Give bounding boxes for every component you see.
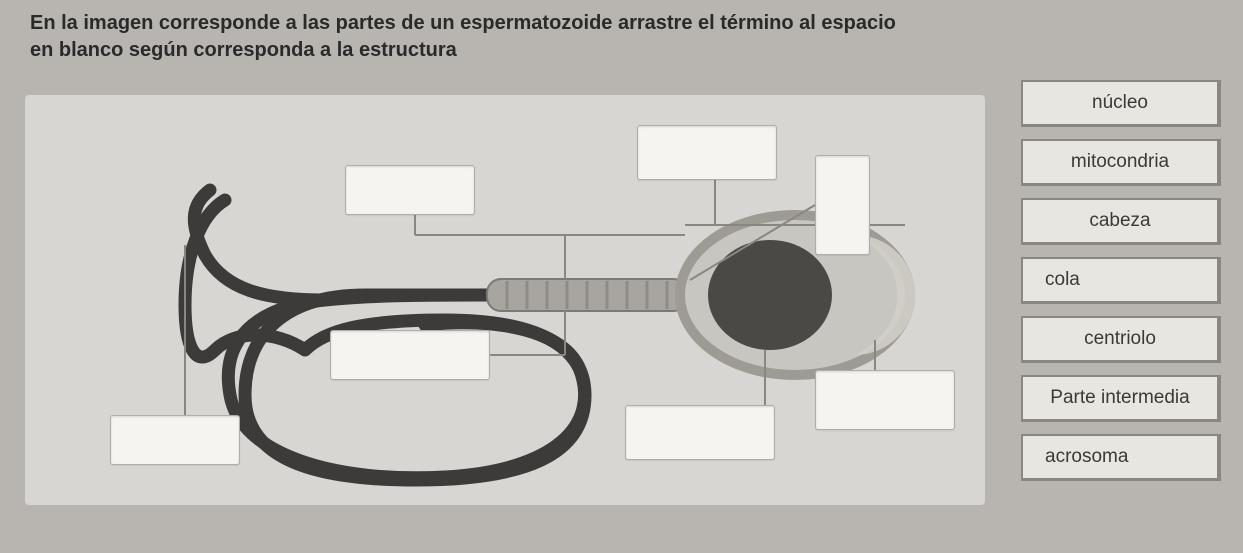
term-bank: núcleo mitocondria cabeza cola centriolo…: [1021, 80, 1221, 481]
sperm-midpiece: [487, 279, 687, 311]
term-centriolo[interactable]: centriolo: [1021, 316, 1221, 363]
term-cola[interactable]: cola: [1021, 257, 1221, 304]
blank-box-mitocondria[interactable]: [345, 165, 475, 215]
blank-box-centriolo[interactable]: [815, 155, 870, 255]
sperm-nucleus: [708, 240, 832, 350]
term-cabeza[interactable]: cabeza: [1021, 198, 1221, 245]
term-nucleo[interactable]: núcleo: [1021, 80, 1221, 127]
instruction-line2: en blanco según corresponda a la estruct…: [30, 39, 457, 61]
blank-box-parte-intermedia[interactable]: [330, 330, 490, 380]
blank-box-cabeza[interactable]: [637, 125, 777, 180]
blank-box-cola[interactable]: [110, 415, 240, 465]
blank-box-acrosoma[interactable]: [815, 370, 955, 430]
instruction-text: En la imagen corresponde a las partes de…: [30, 10, 910, 64]
term-mitocondria[interactable]: mitocondria: [1021, 139, 1221, 186]
term-parte-intermedia[interactable]: Parte intermedia: [1021, 375, 1221, 422]
blank-box-nucleo[interactable]: [625, 405, 775, 460]
instruction-line1: En la imagen corresponde a las partes de…: [30, 12, 896, 34]
term-acrosoma[interactable]: acrosoma: [1021, 434, 1221, 481]
sperm-diagram: [25, 95, 985, 505]
